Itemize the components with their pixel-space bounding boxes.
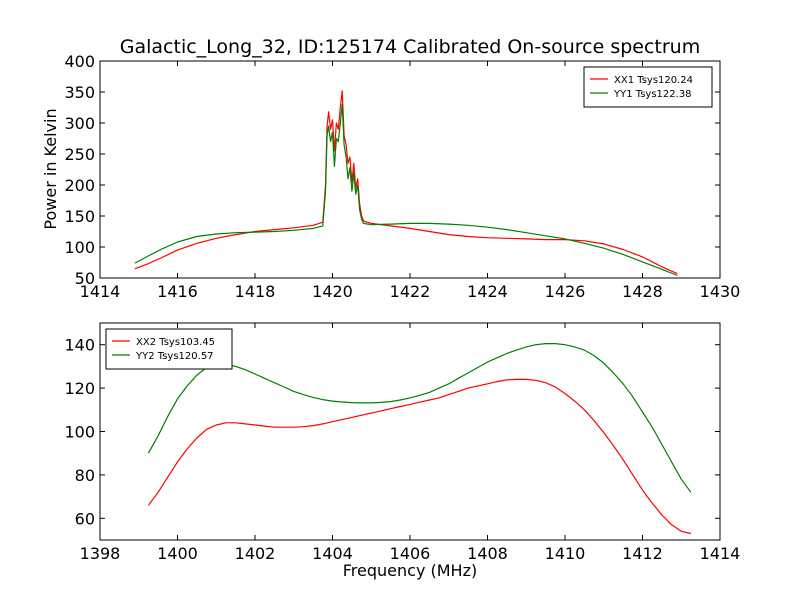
top-y-tick-label: 250 bbox=[64, 145, 95, 164]
bottom-y-tick-label: 100 bbox=[64, 423, 95, 442]
top-y-axis-label: Power in Kelvin bbox=[41, 108, 60, 229]
bottom-x-tick-label: 1408 bbox=[467, 544, 508, 563]
top-series-line-2 bbox=[134, 103, 678, 277]
top-legend-label-1: XX1 Tsys120.24 bbox=[614, 75, 693, 86]
top-y-tick-label: 100 bbox=[64, 238, 95, 257]
bottom-legend-box bbox=[105, 328, 233, 370]
top-legend: XX1 Tsys120.24 YY1 Tsys122.38 bbox=[583, 66, 713, 108]
top-legend-label-2: YY1 Tsys122.38 bbox=[613, 89, 692, 100]
top-y-tick-label: 400 bbox=[64, 52, 95, 71]
bottom-series-line-1 bbox=[147, 378, 692, 535]
bottom-legend-label-1: XX2 Tsys103.45 bbox=[136, 337, 215, 348]
top-tick-group: 1414 1416 1418 1420 1422 1424 1426 1428 1430 50 10… bbox=[64, 52, 740, 301]
top-x-tick-label: 1414 bbox=[80, 282, 121, 301]
bottom-tick-group: 1398 1400 1402 1404 1406 1408 1410 1412 1414 60 80… bbox=[64, 323, 740, 563]
top-subplot: 1414 1416 1418 1420 1422 1424 1426 1428 1430 50 10… bbox=[41, 52, 740, 301]
top-x-tick-label: 1418 bbox=[235, 282, 276, 301]
top-x-tick-label: 1426 bbox=[545, 282, 586, 301]
top-series-group bbox=[134, 90, 678, 277]
top-x-tick-label: 1422 bbox=[390, 282, 431, 301]
top-x-tick-label: 1416 bbox=[157, 282, 198, 301]
top-x-tick-label: 1428 bbox=[622, 282, 663, 301]
top-x-tick-label: 1430 bbox=[700, 282, 741, 301]
bottom-y-tick-label: 140 bbox=[64, 336, 95, 355]
bottom-series-line-2 bbox=[147, 343, 692, 493]
bottom-x-tick-label: 1412 bbox=[622, 544, 663, 563]
bottom-x-tick-label: 1406 bbox=[390, 544, 431, 563]
bottom-x-tick-label: 1400 bbox=[157, 544, 198, 563]
bottom-y-tick-label: 60 bbox=[75, 509, 95, 528]
top-x-tick-label: 1424 bbox=[467, 282, 508, 301]
bottom-x-tick-label: 1414 bbox=[700, 544, 741, 563]
bottom-x-tick-label: 1404 bbox=[312, 544, 353, 563]
bottom-x-tick-label: 1402 bbox=[235, 544, 276, 563]
bottom-x-axis-label: Frequency (MHz) bbox=[343, 561, 477, 580]
top-y-tick-label: 200 bbox=[64, 176, 95, 195]
top-series-line-1 bbox=[134, 90, 678, 275]
bottom-x-tick-label: 1410 bbox=[545, 544, 586, 563]
bottom-x-tick-label: 1398 bbox=[80, 544, 121, 563]
bottom-y-tick-label: 120 bbox=[64, 379, 95, 398]
bottom-series-group bbox=[147, 343, 692, 535]
bottom-subplot: 1398 1400 1402 1404 1406 1408 1410 1412 1414 60 80… bbox=[64, 322, 740, 580]
top-x-tick-label: 1420 bbox=[312, 282, 353, 301]
top-y-tick-label: 350 bbox=[64, 83, 95, 102]
top-y-tick-label: 150 bbox=[64, 207, 95, 226]
bottom-legend: XX2 Tsys103.45 YY2 Tsys120.57 bbox=[105, 328, 233, 370]
bottom-y-tick-label: 80 bbox=[75, 466, 95, 485]
top-y-tick-label: 50 bbox=[75, 269, 95, 288]
chart-title: Galactic_Long_32, ID:125174 Calibrated O… bbox=[120, 36, 700, 58]
top-y-tick-label: 300 bbox=[64, 114, 95, 133]
top-legend-box bbox=[583, 66, 713, 108]
bottom-legend-label-2: YY2 Tsys120.57 bbox=[135, 351, 214, 362]
